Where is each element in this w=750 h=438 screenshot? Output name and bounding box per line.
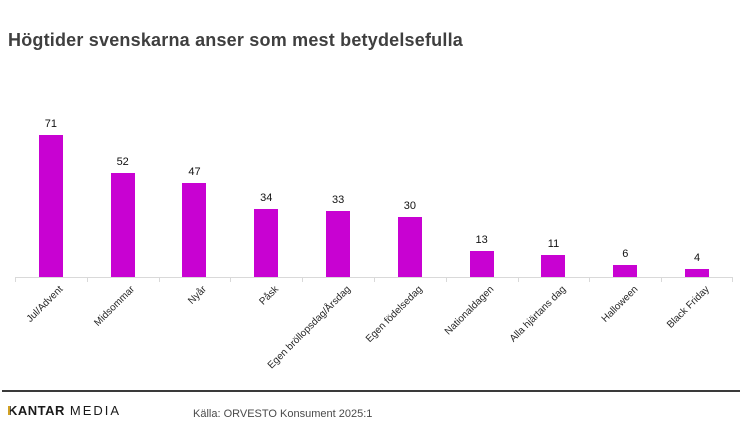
bar-value-label: 11 bbox=[547, 238, 560, 250]
logo-media-text: MEDIA bbox=[69, 403, 122, 418]
bar bbox=[110, 173, 135, 277]
bar bbox=[613, 265, 638, 277]
x-axis-label: Midsommar bbox=[92, 284, 138, 329]
x-axis-label: Black Friday bbox=[665, 284, 712, 331]
bar bbox=[541, 255, 566, 277]
logo-kantar-wordmark: KANTAR bbox=[8, 404, 65, 418]
bar bbox=[397, 217, 422, 277]
x-axis-tick bbox=[158, 278, 160, 282]
bar bbox=[469, 251, 494, 277]
bar-cell: 33 Egen bröllopsdag/Årsdag bbox=[266, 95, 374, 371]
bar bbox=[326, 211, 351, 277]
bar bbox=[182, 183, 207, 277]
x-axis-label: Egen bröllopsdag/Årsdag bbox=[265, 284, 353, 372]
bar-value-label: 6 bbox=[622, 248, 629, 260]
bar-value-label: 33 bbox=[331, 194, 345, 206]
x-axis-label: Halloween bbox=[599, 284, 641, 325]
kantar-media-logo: KANTAR MEDIA bbox=[8, 404, 121, 418]
source-text: Källa: ORVESTO Konsument 2025:1 bbox=[193, 408, 373, 420]
logo-gold-k-stroke bbox=[8, 406, 10, 415]
bar-value-label: 13 bbox=[475, 234, 488, 246]
x-axis-label: Nationaldagen bbox=[443, 284, 497, 338]
x-axis-tick bbox=[230, 278, 232, 282]
bar-value-label: 52 bbox=[116, 156, 129, 168]
x-axis-tick bbox=[15, 278, 16, 282]
bar-cell: 34 Påsk bbox=[230, 95, 302, 308]
bar-cell: 13 Nationaldagen bbox=[443, 95, 518, 337]
x-axis-tick bbox=[517, 278, 519, 282]
x-axis-label: Påsk bbox=[257, 284, 282, 308]
x-axis-tick bbox=[86, 278, 88, 282]
bar-value-label: 47 bbox=[188, 166, 201, 178]
bar-cell: 4 Black Friday bbox=[661, 95, 733, 331]
x-axis-tick bbox=[374, 278, 375, 282]
bar-value-label: 71 bbox=[44, 118, 58, 130]
x-axis-tick bbox=[589, 278, 591, 282]
x-axis-tick bbox=[732, 278, 733, 282]
bar-cell: 71 Jul/Advent bbox=[15, 95, 87, 325]
bar-cell: 47 Nyår bbox=[159, 95, 231, 307]
logo-kantar-text: KANTAR bbox=[8, 403, 65, 418]
bar-value-label: 4 bbox=[694, 252, 701, 264]
x-axis-label: Jul/Advent bbox=[24, 284, 66, 325]
x-axis-tick bbox=[302, 278, 304, 282]
bar-chart-plot-area: 71 Jul/Advent 52 Midsommar 47 Nyår 34 Påsk 33 Ege… bbox=[15, 95, 733, 371]
bar-value-label: 30 bbox=[403, 200, 416, 212]
bar bbox=[685, 269, 710, 277]
x-axis-label: Nyår bbox=[186, 284, 210, 307]
bar-cell: 30 Egen födelsedag bbox=[364, 95, 446, 345]
x-axis-label: Alla hjärtans dag bbox=[507, 284, 569, 345]
chart-title: Högtider svenskarna anser som mest betyd… bbox=[8, 30, 463, 50]
footer-divider-line bbox=[2, 390, 740, 392]
x-axis-label: Egen födelsedag bbox=[363, 284, 425, 345]
bar-cell: 6 Halloween bbox=[589, 95, 661, 325]
bar-cell: 52 Midsommar bbox=[87, 95, 159, 329]
x-axis-tick bbox=[661, 278, 663, 282]
bar bbox=[38, 135, 63, 277]
bar-cell: 11 Alla hjärtans dag bbox=[508, 95, 590, 344]
x-axis-tick bbox=[445, 278, 447, 282]
bar bbox=[254, 209, 279, 277]
bar-value-label: 34 bbox=[260, 192, 273, 204]
